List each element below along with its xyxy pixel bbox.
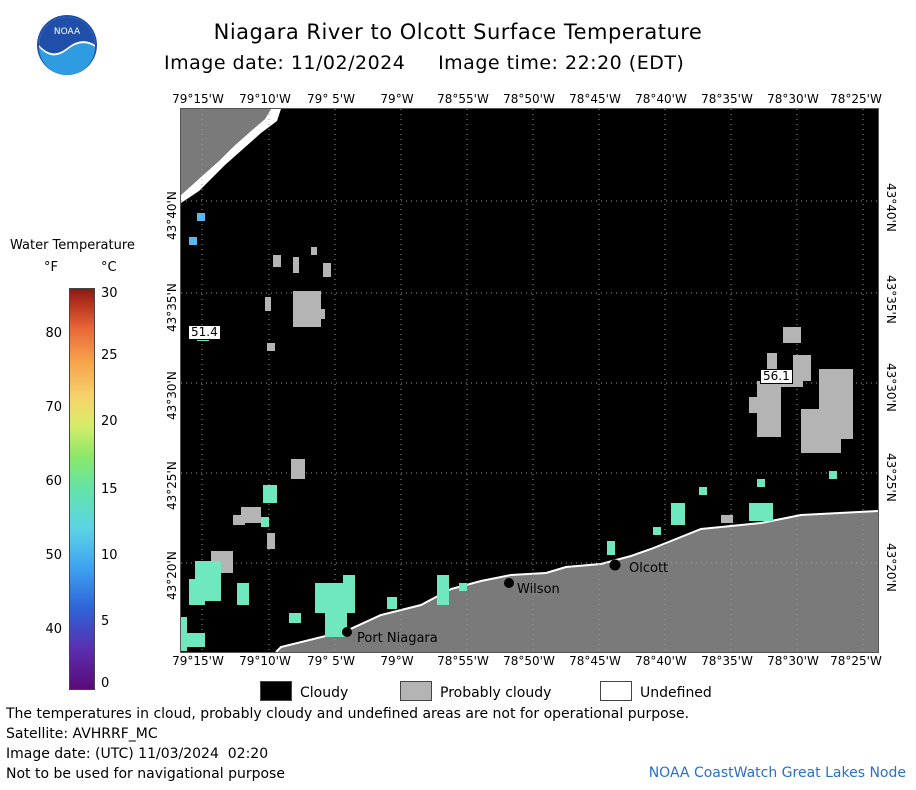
lon-label-bottom: 78°35'W [701,654,753,668]
temp-label: 51.4 [188,325,221,340]
lon-label-bottom: 79°10'W [239,654,291,668]
lon-label-bottom: 78°50'W [503,654,555,668]
coastline [275,510,879,653]
lon-label-top: 78°35'W [701,92,753,106]
land-nw [181,109,271,195]
nav-warning: Not to be used for navigational purpose [6,766,285,782]
lat-label-right: 43°30'N [884,363,898,412]
lon-label-top: 78°55'W [437,92,489,106]
lat-label-right: 43°25'N [884,453,898,502]
lon-label-top: 79°10'W [239,92,291,106]
lon-label-top: 79° 5'W [307,92,355,106]
probably-cloudy-areas [211,247,853,573]
land-south [276,511,878,652]
tick-f: 50 [45,548,62,563]
lat-label-left: 43°30'N [165,371,179,420]
wilson-marker[interactable] [504,578,514,588]
tick-f: 60 [45,474,62,489]
key-swatch-undefined [600,681,632,701]
image-time-value: 22:20 (EDT) [564,52,685,74]
temperature-color-bar [69,288,95,690]
lon-label-top: 79°15'W [172,92,224,106]
lon-label-bottom: 78°25'W [830,654,882,668]
tick-c: 5 [101,614,110,629]
credit-link[interactable]: NOAA CoastWatch Great Lakes Node [648,765,906,781]
tick-f: 80 [45,326,62,341]
lat-label-left: 43°35'N [165,283,179,332]
lon-label-top: 78°25'W [830,92,882,106]
key-swatch-cloudy [260,681,292,701]
tick-c: 15 [101,482,118,497]
lon-label-bottom: 78°30'W [767,654,819,668]
key-label-undefined: Undefined [640,685,712,701]
place-label-wilson: Wilson [517,582,560,597]
temp-label: 56.1 [760,369,793,384]
place-label-olcott: Olcott [629,561,669,576]
key-swatch-probably-cloudy [400,681,432,701]
lon-label-top: 78°50'W [503,92,555,106]
image-date-label: Image date: [164,52,285,74]
operational-note: The temperatures in cloud, probably clou… [6,706,690,722]
image-date-value: 11/02/2024 [290,52,406,74]
lat-label-right: 43°40'N [884,183,898,232]
unit-fahrenheit: °F [44,260,58,275]
tick-c: 0 [101,676,110,691]
unit-celsius: °C [101,260,117,275]
noaa-logo: NOAA [37,15,97,75]
lat-label-right: 43°35'N [884,275,898,324]
satellite-info: Satellite: AVHRRF_MC [6,726,158,742]
water-temp-pixels [181,329,837,651]
lat-label-right: 43°20'N [884,543,898,592]
utc-date: Image date: (UTC) 11/03/2024 02:20 [6,746,269,762]
lon-label-bottom: 78°45'W [569,654,621,668]
lon-label-bottom: 78°55'W [437,654,489,668]
tick-c: 20 [101,414,118,429]
water-temp-blue-pixels [189,213,205,245]
lat-label-left: 43°20'N [165,551,179,600]
map-canvas [181,109,879,653]
logo-text: NOAA [54,27,81,37]
legend-title: Water Temperature [10,238,135,253]
image-time-label: Image time: [438,52,559,74]
sst-map[interactable]: Olcott Wilson Port Niagara 51.4 56.1 [180,108,879,653]
image-datetime: Image date: 11/02/2024 Image time: 22:20… [164,52,684,74]
lon-label-bottom: 79° 5'W [307,654,355,668]
tick-f: 40 [45,622,62,637]
page-title: Niagara River to Olcott Surface Temperat… [213,20,703,44]
lon-label-bottom: 78°40'W [635,654,687,668]
lon-label-top: 78°40'W [635,92,687,106]
lon-label-top: 79°W [380,92,414,106]
tick-c: 25 [101,348,118,363]
lon-label-bottom: 79°15'W [172,654,224,668]
lon-label-top: 78°45'W [569,92,621,106]
place-label-port-niagara: Port Niagara [357,631,438,646]
lat-label-left: 43°25'N [165,461,179,510]
undefined-coast-nw [181,109,281,203]
olcott-marker[interactable] [609,559,621,571]
lon-label-top: 78°30'W [767,92,819,106]
port-niagara-marker[interactable] [342,627,352,637]
lon-label-bottom: 79°W [380,654,414,668]
key-label-cloudy: Cloudy [300,685,349,701]
tick-c: 10 [101,548,118,563]
tick-f: 70 [45,400,62,415]
key-label-probably-cloudy: Probably cloudy [440,685,552,701]
tick-c: 30 [101,286,118,301]
lat-label-left: 43°40'N [165,191,179,240]
